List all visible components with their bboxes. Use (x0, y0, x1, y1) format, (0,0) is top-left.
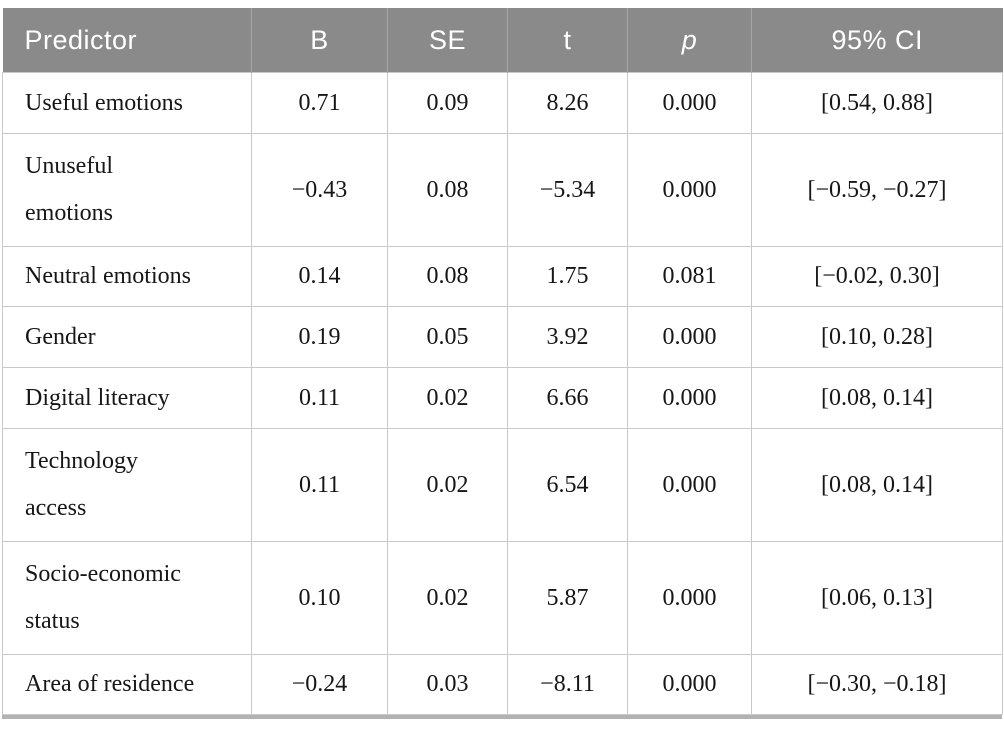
col-header-se: SE (387, 8, 508, 73)
cell-se: 0.08 (387, 246, 508, 307)
regression-table-grid: Predictor B SE t p 95% CI Useful emotion… (2, 8, 1003, 715)
cell-ci: [0.06, 0.13] (751, 541, 1003, 655)
col-header-p: p (627, 8, 752, 73)
cell-ci: [−0.02, 0.30] (751, 246, 1003, 307)
cell-b: −0.43 (251, 133, 388, 247)
cell-ci: [−0.30, −0.18] (751, 654, 1003, 715)
cell-ci: [0.08, 0.14] (751, 367, 1003, 429)
table-row: Area of residence −0.24 0.03 −8.11 0.000… (2, 654, 1003, 715)
cell-se: 0.03 (387, 654, 508, 715)
cell-predictor: Useful emotions (2, 72, 252, 134)
col-header-predictor: Predictor (2, 8, 252, 73)
table-header-row: Predictor B SE t p 95% CI (2, 8, 1003, 73)
cell-predictor: Unuseful emotions (2, 133, 252, 247)
cell-se: 0.02 (387, 367, 508, 429)
cell-t: 6.54 (507, 428, 628, 542)
cell-t: 5.87 (507, 541, 628, 655)
cell-predictor: Area of residence (2, 654, 252, 715)
cell-se: 0.08 (387, 133, 508, 247)
table-row: Unuseful emotions −0.43 0.08 −5.34 0.000… (2, 133, 1003, 247)
cell-predictor: Socio-economic status (2, 541, 252, 655)
cell-p: 0.000 (627, 654, 752, 715)
cell-b: 0.11 (251, 428, 388, 542)
cell-predictor: Digital literacy (2, 367, 252, 429)
table-row: Gender 0.19 0.05 3.92 0.000 [0.10, 0.28] (2, 306, 1003, 368)
cell-ci: [0.10, 0.28] (751, 306, 1003, 368)
cell-se: 0.02 (387, 541, 508, 655)
cell-se: 0.09 (387, 72, 508, 134)
col-header-t: t (507, 8, 628, 73)
cell-b: 0.11 (251, 367, 388, 429)
cell-p: 0.000 (627, 72, 752, 134)
cell-p: 0.000 (627, 306, 752, 368)
cell-predictor: Technology access (2, 428, 252, 542)
cell-t: −5.34 (507, 133, 628, 247)
cell-t: 6.66 (507, 367, 628, 429)
col-header-b: B (251, 8, 388, 73)
cell-b: 0.14 (251, 246, 388, 307)
cell-t: 1.75 (507, 246, 628, 307)
cell-p: 0.000 (627, 541, 752, 655)
col-header-ci: 95% CI (751, 8, 1003, 73)
cell-ci: [0.54, 0.88] (751, 72, 1003, 134)
table-row: Digital literacy 0.11 0.02 6.66 0.000 [0… (2, 367, 1003, 429)
cell-predictor: Neutral emotions (2, 246, 252, 307)
cell-b: 0.10 (251, 541, 388, 655)
cell-p: 0.000 (627, 428, 752, 542)
regression-table: Predictor B SE t p 95% CI Useful emotion… (2, 8, 1003, 719)
cell-se: 0.02 (387, 428, 508, 542)
cell-b: 0.19 (251, 306, 388, 368)
cell-p: 0.000 (627, 133, 752, 247)
cell-predictor: Gender (2, 306, 252, 368)
cell-t: 3.92 (507, 306, 628, 368)
cell-t: −8.11 (507, 654, 628, 715)
table-row: Socio-economic status 0.10 0.02 5.87 0.0… (2, 541, 1003, 655)
cell-t: 8.26 (507, 72, 628, 134)
cell-ci: [−0.59, −0.27] (751, 133, 1003, 247)
cell-p: 0.000 (627, 367, 752, 429)
cell-se: 0.05 (387, 306, 508, 368)
table-row: Neutral emotions 0.14 0.08 1.75 0.081 [−… (2, 246, 1003, 307)
cell-b: −0.24 (251, 654, 388, 715)
cell-ci: [0.08, 0.14] (751, 428, 1003, 542)
table-row: Technology access 0.11 0.02 6.54 0.000 [… (2, 428, 1003, 542)
cell-b: 0.71 (251, 72, 388, 134)
table-row: Useful emotions 0.71 0.09 8.26 0.000 [0.… (2, 72, 1003, 134)
cell-p: 0.081 (627, 246, 752, 307)
